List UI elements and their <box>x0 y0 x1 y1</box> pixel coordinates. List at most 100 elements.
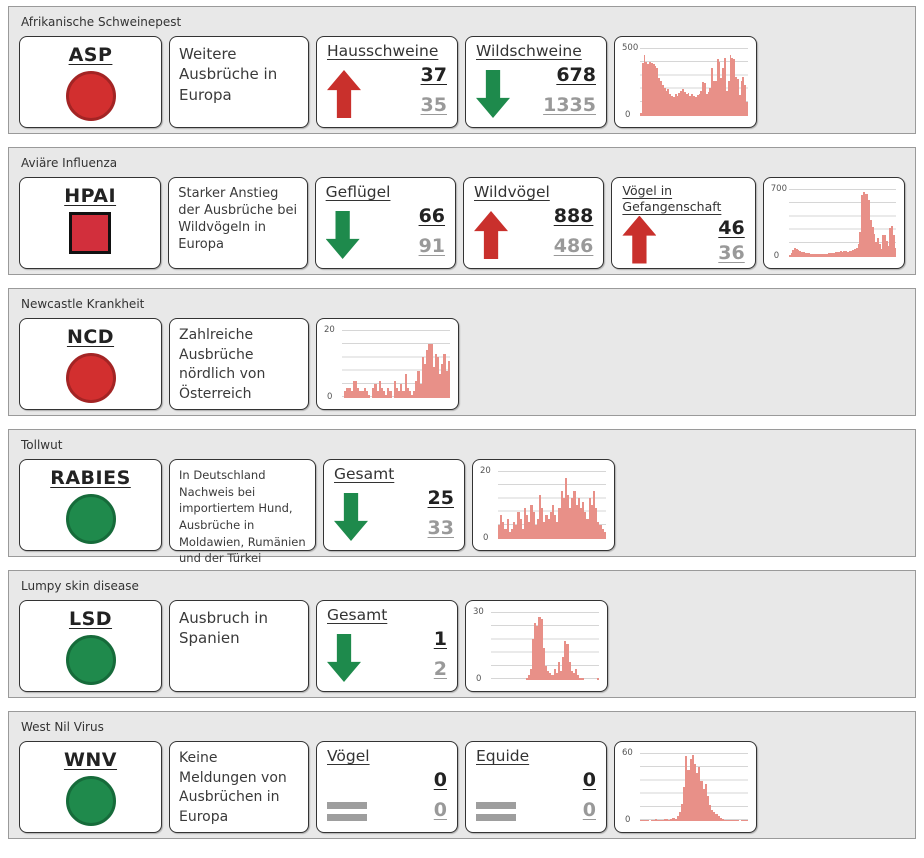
disease-code-link[interactable]: RABIES <box>50 467 131 489</box>
chart-bar <box>882 235 885 257</box>
chart-bar <box>746 101 748 116</box>
trend-down-icon <box>327 634 361 682</box>
chart-bar <box>815 254 817 257</box>
chart-bar <box>834 252 837 257</box>
metric-previous-value[interactable]: 91 <box>418 235 446 257</box>
trend-equal-icon <box>476 802 516 821</box>
tile-row: WNV Keine Meldungen von Ausbrüchen in Eu… <box>9 741 915 833</box>
metric-previous-value[interactable]: 2 <box>433 658 447 680</box>
chart-bar <box>687 770 690 821</box>
chart-bar <box>871 226 874 257</box>
chart-bar <box>652 64 655 116</box>
metric-current-value[interactable]: 0 <box>433 769 447 791</box>
chart-bar <box>724 57 726 116</box>
chart-bar <box>832 252 835 257</box>
chart-bar <box>663 88 666 116</box>
section-ncd: Newcastle Krankheit NCD Zahlreiche Ausbr… <box>8 288 916 416</box>
chart-bar <box>398 391 401 398</box>
chart-bar <box>439 374 442 398</box>
metric-previous-value[interactable]: 33 <box>427 517 454 539</box>
chart-bar <box>808 253 810 257</box>
chart-bar <box>408 391 411 398</box>
chart-bar <box>545 515 548 539</box>
chart-bar <box>372 387 375 398</box>
section-wnv: West Nil Virus WNV Keine Meldungen von A… <box>8 711 916 839</box>
chart-bar <box>676 816 679 821</box>
section-rabies: Tollwut RABIES In Deutschland Nachweis b… <box>8 429 916 565</box>
metric-label-link[interactable]: Wildschweine <box>476 42 582 60</box>
metric-current-value[interactable]: 37 <box>420 64 447 86</box>
chart-bar <box>577 498 580 539</box>
metric-previous-value[interactable]: 486 <box>553 235 594 257</box>
chart-bar <box>696 773 699 821</box>
metric-label-link[interactable]: Geflügel <box>325 183 391 201</box>
metric-tile: Hausschweine 37 35 <box>316 36 458 128</box>
chart-bar <box>650 819 653 821</box>
chart-bar <box>515 525 518 539</box>
sparkline-chart: 500 0 <box>614 36 757 128</box>
metric-label-link[interactable]: Gesamt <box>334 465 395 483</box>
description-tile: Zahlreiche Ausbrüche nördlich von Österr… <box>169 318 309 410</box>
metric-label-link[interactable]: Vögel <box>327 747 370 765</box>
chart-ymin-label: 0 <box>476 674 482 684</box>
metric-label-link[interactable]: Hausschweine <box>327 42 439 60</box>
chart-bar <box>513 522 516 539</box>
metric-current-value[interactable]: 0 <box>582 769 596 791</box>
trend-down-icon <box>325 211 360 259</box>
chart-bar <box>411 394 414 398</box>
metric-tile: Vögel in Gefangenschaft 46 36 <box>611 177 756 269</box>
chart-bar <box>698 766 701 821</box>
chart-bar <box>720 77 723 116</box>
disease-code-link[interactable]: HPAI <box>64 185 117 207</box>
chart-bar <box>441 364 444 398</box>
metric-current-value[interactable]: 678 <box>556 64 596 86</box>
description-tile: Ausbruch in Spanien <box>169 600 309 692</box>
metric-tile: Wildschweine 678 1335 <box>465 36 607 128</box>
section-hpai: Aviäre Influenza HPAI Starker Anstieg de… <box>8 147 916 275</box>
chart-bar <box>570 670 573 680</box>
metric-current-value[interactable]: 1 <box>433 628 447 650</box>
metric-previous-value[interactable]: 35 <box>420 94 447 116</box>
chart-bar <box>536 518 539 539</box>
metric-label-link[interactable]: Vögel in Gefangenschaft <box>622 183 722 215</box>
chart-bar <box>731 57 734 116</box>
metric-label-link[interactable]: Wildvögel <box>474 183 550 201</box>
metric-previous-value[interactable]: 0 <box>433 799 447 821</box>
chart-bar <box>727 81 730 116</box>
metric-current-value[interactable]: 46 <box>718 217 745 239</box>
disease-code-link[interactable]: WNV <box>63 749 118 771</box>
metric-current-value[interactable]: 888 <box>553 205 594 227</box>
chart-bar <box>357 387 360 398</box>
chart-bar <box>817 253 819 257</box>
chart-bar <box>745 819 748 821</box>
metric-current-value[interactable]: 25 <box>427 487 454 509</box>
chart-bar <box>836 251 839 257</box>
chart-bar <box>569 508 572 539</box>
chart-bar <box>861 194 863 257</box>
metric-previous-value[interactable]: 0 <box>582 799 596 821</box>
chart-bar <box>510 528 514 539</box>
chart-bar <box>419 384 422 398</box>
chart-bar <box>579 677 582 680</box>
disease-code-link[interactable]: NCD <box>66 326 115 348</box>
chart-bar <box>562 657 565 680</box>
metric-previous-value[interactable]: 36 <box>718 242 745 264</box>
description-tile: Keine Meldungen von Ausbrüchen in Europa <box>169 741 309 833</box>
chart-bar <box>641 62 644 116</box>
sparkline-chart: 700 0 <box>762 177 906 269</box>
metric-previous-value[interactable]: 1335 <box>543 94 596 116</box>
chart-bar <box>804 252 807 257</box>
chart-bar <box>413 391 416 398</box>
chart-bar <box>415 381 418 398</box>
chart-bar <box>530 505 533 539</box>
disease-code-link[interactable]: ASP <box>68 44 113 66</box>
metric-current-value[interactable]: 66 <box>418 205 446 227</box>
metric-label-link[interactable]: Gesamt <box>327 606 388 624</box>
chart-bar <box>696 94 699 116</box>
section-title: Lumpy skin disease <box>21 579 139 593</box>
chart-bar <box>722 68 725 116</box>
chart-bar <box>726 819 729 821</box>
metric-label-link[interactable]: Equide <box>476 747 530 765</box>
chart-bar <box>423 364 427 398</box>
disease-code-link[interactable]: LSD <box>68 608 113 630</box>
